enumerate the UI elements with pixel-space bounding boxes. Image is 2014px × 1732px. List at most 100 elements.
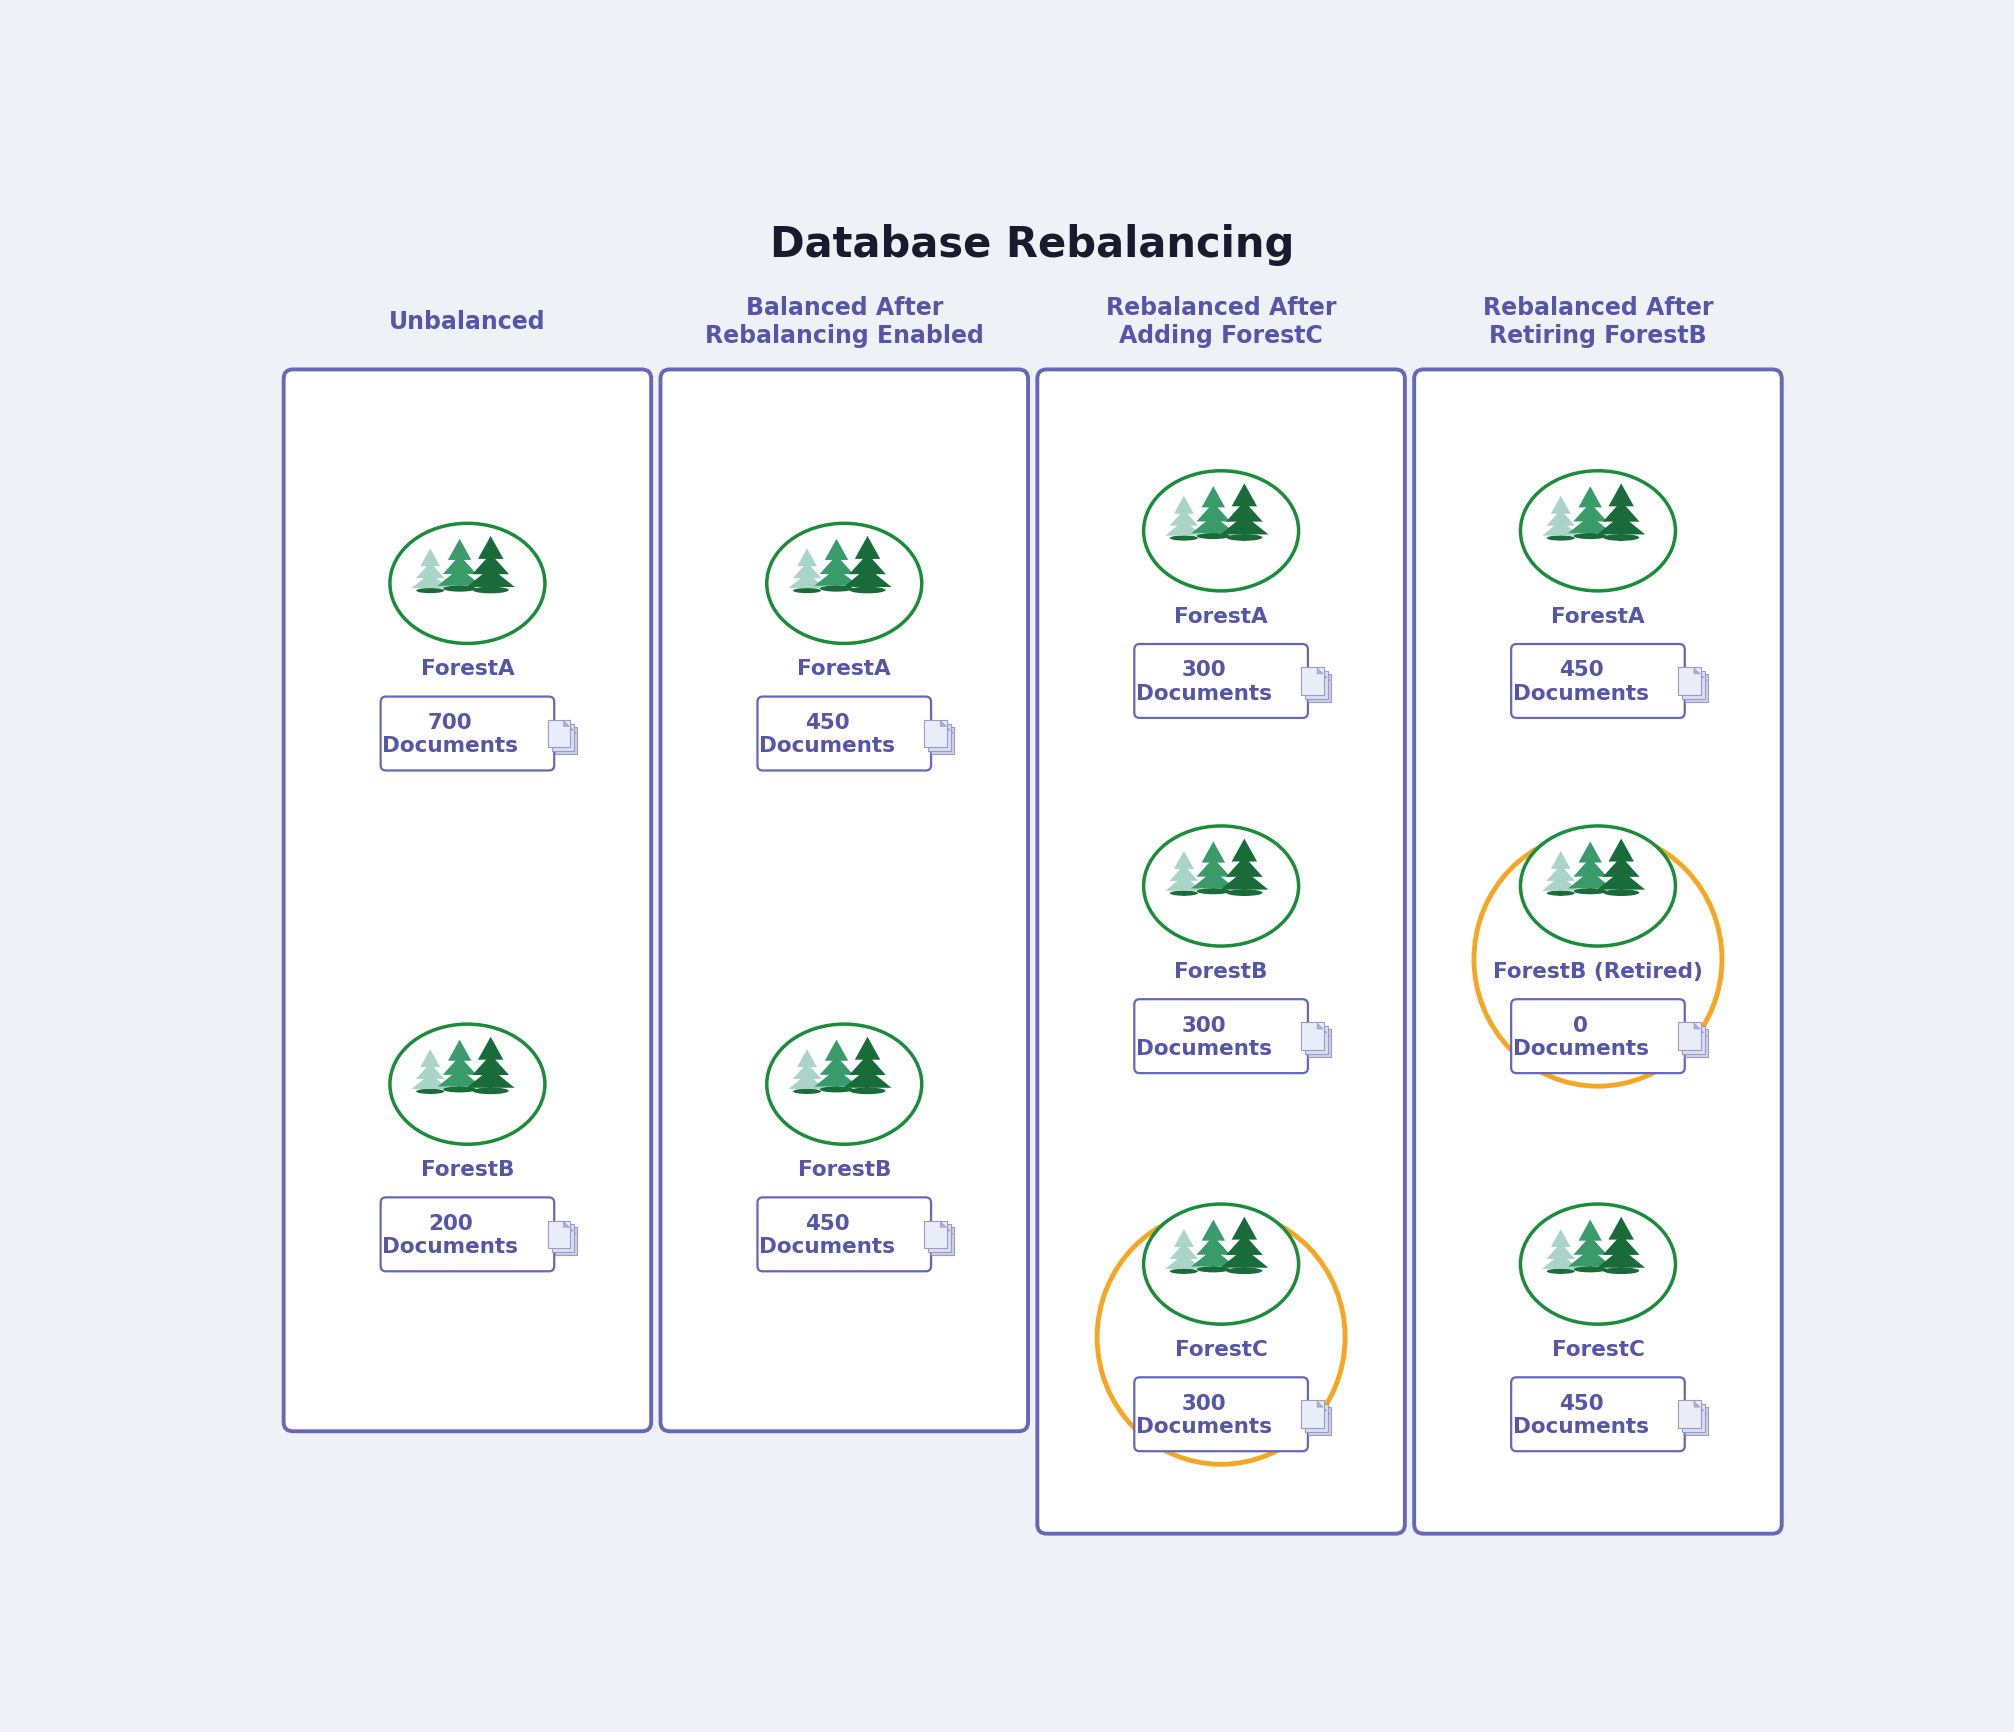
Bar: [1619, 889, 1621, 895]
Text: ForestC: ForestC: [1174, 1339, 1267, 1360]
Polygon shape: [1577, 487, 1601, 507]
Polygon shape: [467, 568, 514, 587]
Polygon shape: [1694, 1401, 1700, 1408]
Polygon shape: [1231, 838, 1257, 863]
Bar: [806, 587, 808, 594]
FancyBboxPatch shape: [1684, 675, 1706, 701]
FancyBboxPatch shape: [552, 724, 574, 752]
Text: ForestC: ForestC: [1551, 1339, 1643, 1360]
Polygon shape: [848, 1055, 886, 1076]
Polygon shape: [787, 573, 826, 589]
Polygon shape: [1545, 1244, 1575, 1259]
Polygon shape: [1164, 521, 1202, 537]
Polygon shape: [1573, 859, 1607, 876]
Ellipse shape: [1573, 533, 1605, 540]
Ellipse shape: [850, 587, 884, 594]
Text: 300
Documents: 300 Documents: [1136, 1393, 1271, 1436]
Ellipse shape: [1170, 1270, 1198, 1275]
Ellipse shape: [1521, 826, 1674, 946]
Polygon shape: [477, 1037, 504, 1060]
Text: ForestB: ForestB: [1174, 961, 1267, 980]
Bar: [866, 585, 868, 594]
FancyBboxPatch shape: [552, 1225, 574, 1252]
Bar: [429, 1088, 431, 1095]
Ellipse shape: [767, 525, 920, 644]
Ellipse shape: [794, 589, 820, 594]
Polygon shape: [945, 726, 949, 731]
Text: Database Rebalancing: Database Rebalancing: [769, 223, 1295, 265]
Polygon shape: [1700, 1408, 1706, 1415]
FancyBboxPatch shape: [1684, 1031, 1706, 1057]
Polygon shape: [848, 554, 886, 575]
Text: Rebalanced After
Adding ForestC: Rebalanced After Adding ForestC: [1106, 296, 1335, 348]
Text: 300
Documents: 300 Documents: [1136, 1015, 1271, 1058]
Polygon shape: [798, 549, 816, 566]
FancyBboxPatch shape: [1678, 1024, 1700, 1050]
Text: 0
Documents: 0 Documents: [1513, 1015, 1647, 1058]
FancyBboxPatch shape: [554, 727, 576, 755]
Bar: [1210, 532, 1214, 540]
Text: 450
Documents: 450 Documents: [1513, 1393, 1647, 1436]
Bar: [866, 1086, 868, 1095]
Polygon shape: [1597, 1249, 1643, 1268]
FancyBboxPatch shape: [661, 371, 1027, 1431]
Text: Rebalanced After
Retiring ForestB: Rebalanced After Retiring ForestB: [1482, 296, 1712, 348]
Polygon shape: [824, 1039, 848, 1062]
Polygon shape: [1577, 1219, 1601, 1240]
Ellipse shape: [794, 1089, 820, 1095]
FancyBboxPatch shape: [924, 721, 947, 748]
Polygon shape: [564, 721, 570, 727]
Polygon shape: [941, 721, 947, 727]
FancyBboxPatch shape: [930, 1228, 953, 1256]
Bar: [1182, 1268, 1184, 1275]
Ellipse shape: [767, 1025, 920, 1145]
FancyBboxPatch shape: [1510, 644, 1684, 719]
Polygon shape: [1190, 1249, 1235, 1266]
Bar: [457, 585, 461, 592]
Polygon shape: [471, 554, 510, 575]
Polygon shape: [1317, 1024, 1323, 1029]
FancyBboxPatch shape: [1682, 1027, 1704, 1055]
Bar: [1587, 532, 1591, 540]
FancyBboxPatch shape: [548, 721, 570, 748]
Text: Balanced After
Rebalancing Enabled: Balanced After Rebalancing Enabled: [705, 296, 983, 348]
Polygon shape: [1225, 502, 1263, 523]
Ellipse shape: [391, 1025, 544, 1145]
Text: 450
Documents: 450 Documents: [759, 712, 894, 755]
FancyBboxPatch shape: [1134, 644, 1307, 719]
Polygon shape: [844, 568, 890, 587]
Bar: [457, 1086, 461, 1093]
Polygon shape: [415, 1063, 445, 1079]
Bar: [1559, 1268, 1561, 1275]
Ellipse shape: [1521, 1204, 1674, 1325]
Polygon shape: [1601, 857, 1639, 878]
Text: 450
Documents: 450 Documents: [759, 1212, 894, 1256]
FancyBboxPatch shape: [284, 371, 651, 1431]
FancyBboxPatch shape: [1682, 1405, 1704, 1432]
Ellipse shape: [1573, 1266, 1605, 1273]
Polygon shape: [1164, 876, 1202, 892]
Polygon shape: [1698, 1027, 1704, 1034]
Polygon shape: [1220, 1249, 1267, 1268]
FancyBboxPatch shape: [1037, 371, 1404, 1535]
Ellipse shape: [391, 525, 544, 644]
Bar: [1619, 533, 1621, 540]
Polygon shape: [1700, 1031, 1706, 1036]
Bar: [1182, 890, 1184, 895]
Text: 300
Documents: 300 Documents: [1136, 660, 1271, 703]
Polygon shape: [1551, 1230, 1569, 1247]
Polygon shape: [1607, 485, 1633, 507]
FancyBboxPatch shape: [1678, 669, 1700, 695]
FancyBboxPatch shape: [1301, 1401, 1323, 1429]
Polygon shape: [1545, 511, 1575, 527]
Polygon shape: [1225, 1235, 1263, 1256]
Polygon shape: [1321, 672, 1327, 679]
Polygon shape: [421, 1050, 439, 1067]
FancyBboxPatch shape: [757, 1199, 930, 1271]
Polygon shape: [1168, 511, 1198, 527]
Polygon shape: [1196, 859, 1231, 876]
FancyBboxPatch shape: [1134, 999, 1307, 1074]
Polygon shape: [792, 1063, 822, 1079]
Polygon shape: [1190, 871, 1235, 889]
Polygon shape: [1601, 1235, 1639, 1256]
